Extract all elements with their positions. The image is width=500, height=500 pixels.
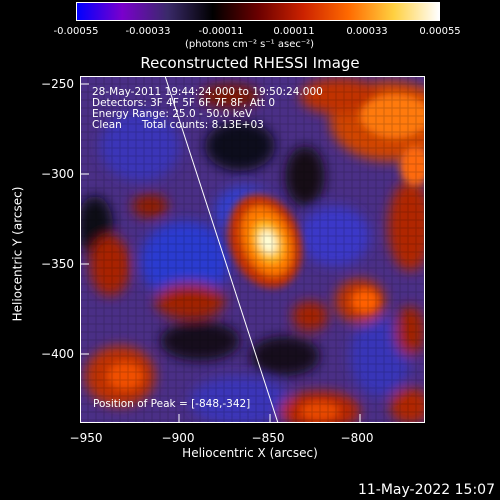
x-tick-label: −950 <box>69 431 103 445</box>
colorbar-tick: 0.00011 <box>273 26 315 37</box>
x-tick-label: −900 <box>161 431 195 445</box>
colorbar-tick: -0.00033 <box>125 26 171 37</box>
plot-title: Reconstructed RHESSI Image <box>140 54 360 72</box>
solar-limb-line <box>164 76 279 423</box>
colorbar <box>76 2 440 21</box>
y-tick-label: −350 <box>41 257 74 271</box>
x-tick-label: −850 <box>251 431 285 445</box>
colorbar-tick: -0.00011 <box>198 26 244 37</box>
colorbar-tick: -0.00055 <box>53 26 99 37</box>
footer-timestamp: 11-May-2022 15:07 <box>357 482 495 498</box>
colorbar-tick: 0.00055 <box>419 26 461 37</box>
time-range-text: 28-May-2011 19:44:24.000 to 19:50:24.000 <box>92 86 323 98</box>
colorbar-unit-label: (photons cm⁻² s⁻¹ asec⁻²) <box>185 39 315 50</box>
peak-position-text: Position of Peak = [-848,-342] <box>93 398 251 410</box>
y-axis-label: Heliocentric Y (arcsec) <box>10 186 25 322</box>
map-image <box>80 76 425 423</box>
y-tick-label: −300 <box>41 167 74 181</box>
y-tick-label: −400 <box>41 347 74 361</box>
clean-counts-text: Clean Total counts: 8.13E+03 <box>92 119 264 131</box>
detectors-text: Detectors: 3F 4F 5F 6F 7F 8F, Att 0 <box>92 97 276 109</box>
colorbar-tick: 0.00033 <box>346 26 388 37</box>
x-tick-label: −800 <box>340 431 374 445</box>
x-axis-label: Heliocentric X (arcsec) <box>182 446 318 460</box>
axis-ticks <box>80 83 361 423</box>
y-tick-label: −250 <box>41 77 74 91</box>
energy-range-text: Energy Range: 25.0 - 50.0 keV <box>92 108 253 120</box>
